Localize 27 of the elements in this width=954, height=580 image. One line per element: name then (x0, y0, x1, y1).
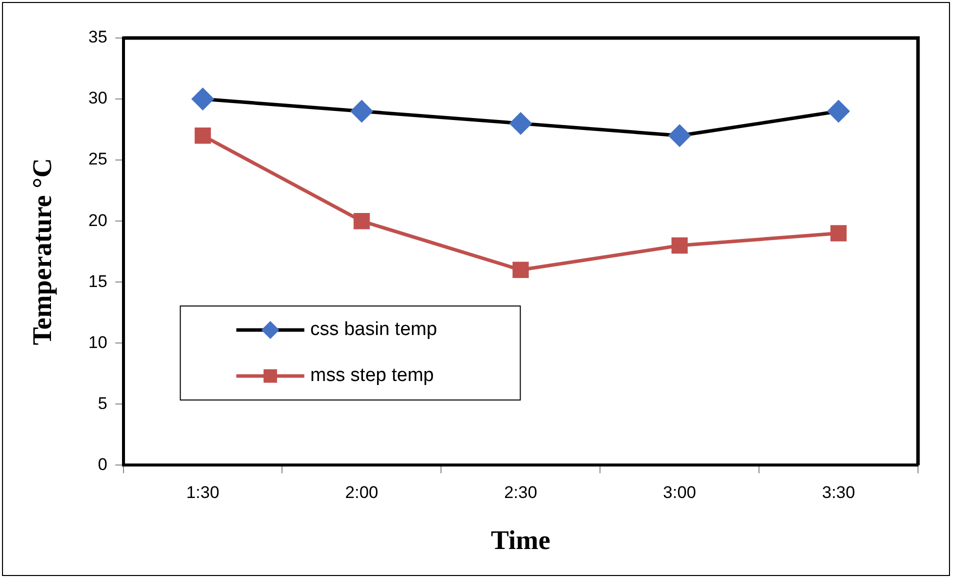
point (192, 88, 214, 110)
x-axis-title: Time (490, 524, 550, 555)
y-tick-label: 15 (88, 272, 108, 291)
y-tick-label: 10 (88, 332, 108, 352)
legend-label: mss step temp (310, 365, 434, 386)
y-tick-label: 0 (98, 454, 108, 474)
y-axis-title: Temperature °C (27, 158, 58, 346)
point (512, 262, 529, 278)
point (194, 128, 211, 144)
y-tick-label: 5 (98, 394, 108, 413)
point (828, 100, 850, 122)
x-tick-label: 3:00 (663, 483, 696, 502)
point (668, 124, 690, 146)
point (350, 100, 372, 122)
x-tick-label: 2:30 (504, 483, 538, 502)
point (354, 212, 370, 230)
point (830, 225, 847, 242)
point (671, 237, 688, 254)
x-tick-label: 2:00 (345, 483, 378, 502)
legend-label: css basin temp (310, 319, 438, 340)
y-tick-label: 35 (88, 28, 108, 47)
y-tick-label: 30 (88, 88, 108, 108)
y-tick-label: 25 (88, 150, 108, 169)
x-tick-label: 3:30 (822, 483, 856, 502)
x-tick-label: 1:30 (186, 483, 220, 502)
point (510, 112, 532, 134)
y-tick-label: 20 (88, 210, 108, 230)
